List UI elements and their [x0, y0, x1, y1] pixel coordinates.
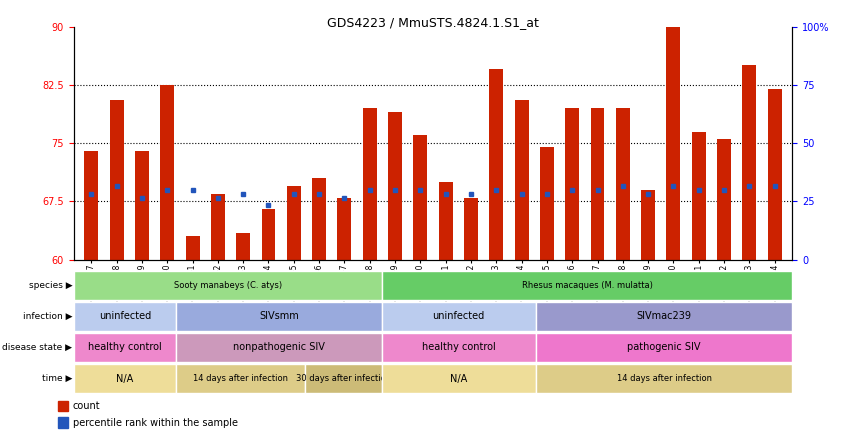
Bar — [160, 85, 174, 260]
Bar — [58, 401, 68, 411]
Bar — [591, 108, 604, 260]
Text: disease state ▶: disease state ▶ — [2, 343, 72, 352]
Bar — [641, 190, 655, 260]
Bar — [768, 89, 782, 260]
Text: pathogenic SIV: pathogenic SIV — [627, 342, 701, 353]
Text: healthy control: healthy control — [422, 342, 495, 353]
Text: 14 days after infection: 14 days after infection — [617, 374, 712, 383]
Bar — [540, 147, 554, 260]
Bar — [464, 198, 478, 260]
Bar — [58, 417, 68, 428]
Text: infection ▶: infection ▶ — [23, 312, 72, 321]
Bar — [236, 233, 250, 260]
Bar — [110, 100, 124, 260]
Bar — [388, 112, 402, 260]
Bar — [742, 66, 756, 260]
Bar — [667, 0, 681, 260]
Text: percentile rank within the sample: percentile rank within the sample — [73, 418, 238, 428]
Text: SIVsmm: SIVsmm — [259, 311, 299, 321]
Bar — [439, 182, 453, 260]
Text: SIVmac239: SIVmac239 — [637, 311, 692, 321]
Text: species ▶: species ▶ — [29, 281, 72, 290]
Text: count: count — [73, 401, 100, 411]
Text: N/A: N/A — [116, 373, 133, 384]
Bar — [135, 151, 149, 260]
Text: healthy control: healthy control — [88, 342, 162, 353]
Bar — [185, 236, 199, 260]
Text: time ▶: time ▶ — [42, 374, 72, 383]
Bar — [287, 186, 301, 260]
Text: GDS4223 / MmuSTS.4824.1.S1_at: GDS4223 / MmuSTS.4824.1.S1_at — [327, 16, 539, 28]
Bar — [312, 178, 326, 260]
Bar — [514, 100, 528, 260]
Bar — [338, 198, 352, 260]
Bar — [262, 209, 275, 260]
Bar — [616, 108, 630, 260]
Text: N/A: N/A — [450, 373, 468, 384]
Bar — [84, 151, 98, 260]
Bar — [413, 135, 427, 260]
Text: 14 days after infection: 14 days after infection — [193, 374, 288, 383]
Text: 30 days after infection: 30 days after infection — [295, 374, 391, 383]
Text: uninfected: uninfected — [99, 311, 151, 321]
Bar — [717, 139, 731, 260]
Bar — [363, 108, 377, 260]
Text: nonpathogenic SIV: nonpathogenic SIV — [233, 342, 325, 353]
Text: uninfected: uninfected — [432, 311, 485, 321]
Text: Rhesus macaques (M. mulatta): Rhesus macaques (M. mulatta) — [521, 281, 652, 290]
Bar — [565, 108, 579, 260]
Bar — [489, 69, 503, 260]
Bar — [692, 131, 706, 260]
Text: Sooty manabeys (C. atys): Sooty manabeys (C. atys) — [173, 281, 281, 290]
Bar — [211, 194, 225, 260]
